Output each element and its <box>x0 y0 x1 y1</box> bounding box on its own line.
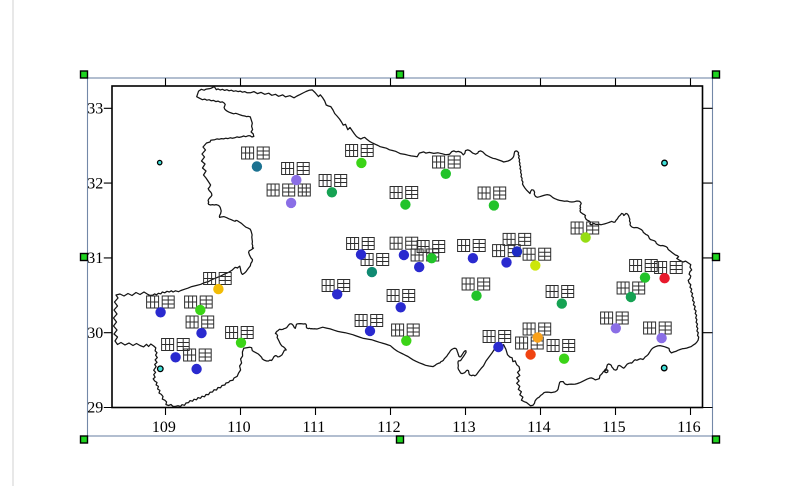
svg-text:31: 31 <box>87 250 103 267</box>
svg-text:30: 30 <box>87 325 103 342</box>
svg-text:111: 111 <box>302 419 325 436</box>
svg-text:110: 110 <box>227 419 250 436</box>
svg-text:33: 33 <box>87 101 103 118</box>
svg-text:112: 112 <box>377 419 400 436</box>
svg-text:32: 32 <box>87 175 103 192</box>
svg-text:115: 115 <box>602 419 625 436</box>
svg-text:113: 113 <box>452 419 475 436</box>
svg-text:114: 114 <box>527 419 550 436</box>
svg-text:109: 109 <box>152 419 176 436</box>
svg-text:29: 29 <box>87 400 103 417</box>
svg-text:116: 116 <box>677 419 700 436</box>
